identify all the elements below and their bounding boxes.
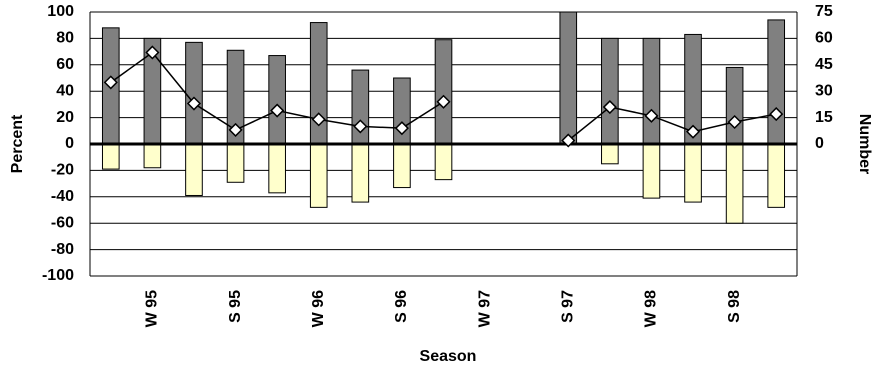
bar: [226, 143, 245, 183]
y2-tick-label: 30: [815, 82, 833, 99]
bar: [185, 143, 203, 196]
marker: [186, 96, 202, 111]
marker: [685, 124, 701, 139]
marker: [644, 108, 659, 123]
bar: [684, 143, 702, 203]
y2-tick-label: 60: [815, 30, 833, 47]
y-tick-label: -80: [51, 241, 74, 258]
bar: [268, 143, 286, 194]
y-tick-label: -60: [51, 214, 74, 231]
y-tick-label: 80: [56, 30, 74, 47]
bar: [185, 41, 203, 145]
bar: [393, 143, 411, 189]
y2-tick-label: 15: [815, 109, 833, 126]
y2-tick-label: 0: [815, 135, 824, 152]
bar: [767, 143, 786, 208]
bar: [601, 37, 619, 145]
marker: [270, 103, 285, 118]
bar: [434, 143, 453, 181]
y2-axis-title: Number: [856, 114, 873, 174]
y2-tick-label: 45: [815, 56, 833, 73]
x-tick-label: W 97: [476, 290, 493, 327]
marker: [602, 99, 617, 115]
bar: [143, 143, 162, 169]
bar: [309, 143, 328, 208]
marker: [311, 112, 326, 127]
y-tick-label: 60: [56, 56, 74, 73]
marker: [103, 75, 118, 90]
x-tick-label: S 97: [559, 290, 576, 323]
y-tick-label: -40: [51, 188, 74, 205]
x-tick-label: W 98: [643, 290, 660, 327]
marker: [228, 122, 243, 137]
x-axis-title: Season: [420, 348, 477, 365]
bar: [601, 143, 619, 165]
bar: [434, 39, 453, 145]
marker: [394, 121, 409, 136]
marker: [145, 45, 160, 60]
bar: [559, 11, 578, 145]
y2-tick-label: 75: [815, 3, 833, 20]
marker: [353, 119, 368, 134]
bar: [725, 66, 744, 145]
bar: [767, 19, 786, 145]
y-tick-label: -100: [42, 267, 74, 284]
x-tick-label: W 96: [310, 290, 327, 327]
x-tick-label: S 98: [726, 290, 743, 323]
y-axis-title: Percent: [9, 114, 26, 173]
bar: [725, 143, 744, 224]
marker: [561, 133, 576, 148]
x-tick-label: S 95: [227, 290, 244, 323]
marker: [769, 107, 784, 122]
bar: [101, 143, 120, 170]
x-tick-label: W 95: [144, 290, 161, 327]
bar: [351, 143, 370, 203]
y-tick-label: 20: [56, 109, 74, 126]
x-tick-label: S 96: [393, 290, 410, 323]
marker: [436, 94, 451, 109]
y-tick-label: -20: [51, 162, 74, 179]
y-tick-label: 0: [65, 135, 74, 152]
bar: [642, 37, 661, 145]
y-tick-label: 100: [47, 3, 74, 20]
bar: [268, 55, 286, 145]
bar: [642, 143, 661, 199]
marker: [727, 114, 742, 130]
y-tick-label: 40: [56, 82, 74, 99]
